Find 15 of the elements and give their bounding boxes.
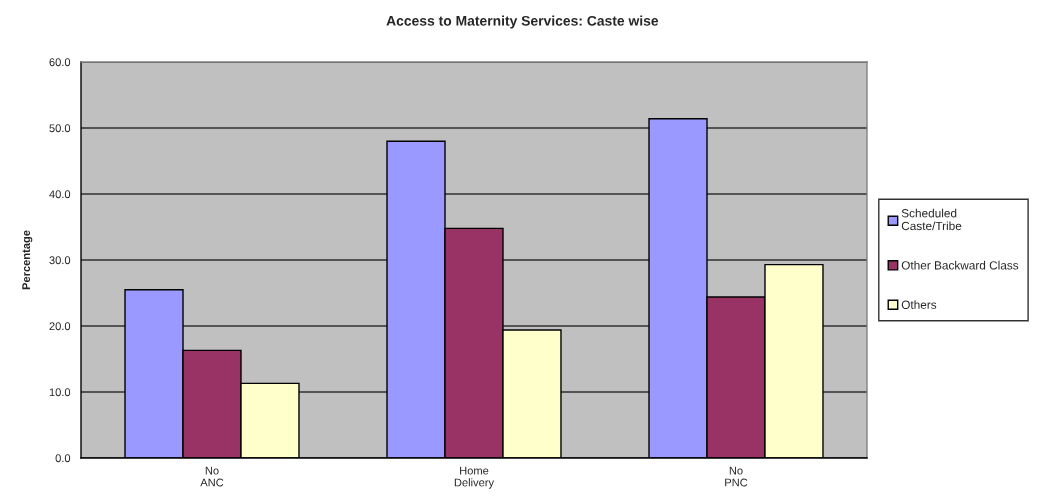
chart-title: Access to Maternity Services: Caste wise <box>386 15 659 29</box>
y-tick-label: 50.0 <box>49 124 71 133</box>
y-tick-label: 0.0 <box>55 454 71 463</box>
y-axis-title: Percentage <box>22 230 33 290</box>
x-tick-label: No ANC <box>200 466 224 487</box>
x-tick-label: Home Delivery <box>454 466 495 489</box>
x-tick-label: No PNC <box>725 466 748 487</box>
legend-label: Other Backward Class <box>901 260 1019 270</box>
y-tick-label: 30.0 <box>49 256 71 265</box>
y-tick-label: 40.0 <box>49 190 71 199</box>
legend-label: Others <box>901 300 937 309</box>
y-tick-label: 10.0 <box>49 388 71 397</box>
legend-label: Scheduled Caste/Tribe <box>901 208 962 231</box>
y-tick-label: 20.0 <box>49 322 71 331</box>
y-tick-label: 60.0 <box>49 58 71 67</box>
